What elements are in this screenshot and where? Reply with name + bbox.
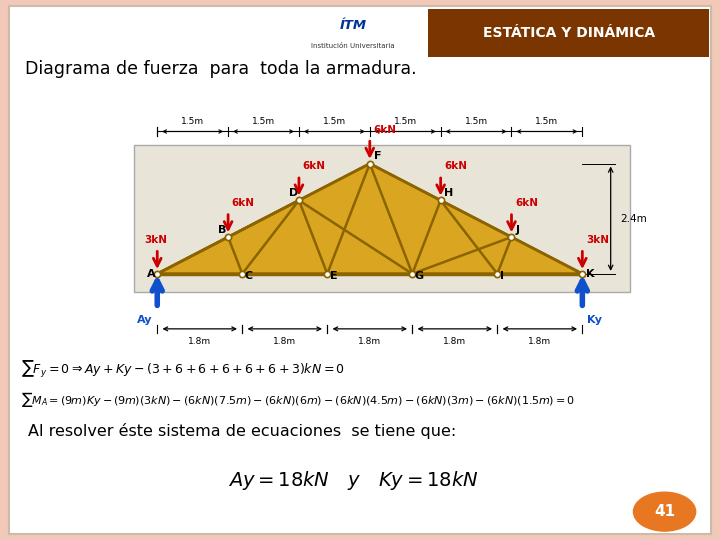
Text: 2.4m: 2.4m <box>620 214 647 224</box>
Text: 1.8m: 1.8m <box>528 337 552 346</box>
Text: 3kN: 3kN <box>586 235 609 245</box>
Text: I: I <box>500 271 504 281</box>
Text: ESTÁTICA Y DINÁMICA: ESTÁTICA Y DINÁMICA <box>482 26 655 40</box>
Text: H: H <box>444 188 454 198</box>
Text: 6kN: 6kN <box>232 198 255 208</box>
Text: Ay: Ay <box>137 315 153 325</box>
Text: 1.8m: 1.8m <box>273 337 297 346</box>
Text: 1.8m: 1.8m <box>188 337 211 346</box>
Text: C: C <box>245 271 253 281</box>
Text: $Ay = 18kN \quad y \quad Ky = 18kN$: $Ay = 18kN \quad y \quad Ky = 18kN$ <box>228 469 478 492</box>
Text: J: J <box>516 225 519 235</box>
Text: Al resolver éste sistema de ecuaciones  se tiene que:: Al resolver éste sistema de ecuaciones s… <box>28 423 456 438</box>
Text: A: A <box>147 269 156 279</box>
Text: $\sum M_A = (9m)Ky-(9m)(3kN)-(6kN)(7.5m)-(6kN)(6m)-(6kN)(4.5m)-(6kN)(3m)-(6kN)(1: $\sum M_A = (9m)Ky-(9m)(3kN)-(6kN)(7.5m)… <box>22 389 575 409</box>
Text: 6kN: 6kN <box>374 125 397 134</box>
Text: 6kN: 6kN <box>302 161 325 171</box>
Text: 1.8m: 1.8m <box>444 337 467 346</box>
Text: $\sum F_y = 0 \Rightarrow Ay + Ky - (3+6+6+6+6+6+3)kN = 0$: $\sum F_y = 0 \Rightarrow Ay + Ky - (3+6… <box>22 359 346 380</box>
Text: K: K <box>586 269 595 279</box>
Text: Institución Universitaria: Institución Universitaria <box>311 43 395 49</box>
Text: Diagrama de fuerza  para  toda la armadura.: Diagrama de fuerza para toda la armadura… <box>24 60 416 78</box>
Circle shape <box>634 492 696 531</box>
Text: 1.5m: 1.5m <box>252 117 275 126</box>
Text: 1.5m: 1.5m <box>323 117 346 126</box>
Text: 1.5m: 1.5m <box>536 117 559 126</box>
Bar <box>134 145 629 292</box>
Text: 1.5m: 1.5m <box>181 117 204 126</box>
Text: 1.8m: 1.8m <box>359 337 382 346</box>
Text: 6kN: 6kN <box>516 198 539 208</box>
Text: Ky: Ky <box>587 315 602 325</box>
Text: G: G <box>415 271 424 281</box>
Text: B: B <box>217 225 226 235</box>
Text: ÍTM: ÍTM <box>339 19 366 32</box>
Text: 3kN: 3kN <box>144 235 167 245</box>
Text: 41: 41 <box>654 504 675 519</box>
Text: 6kN: 6kN <box>444 161 467 171</box>
Text: 1.5m: 1.5m <box>464 117 487 126</box>
Polygon shape <box>157 164 582 274</box>
Text: F: F <box>374 151 381 161</box>
Text: 1.5m: 1.5m <box>394 117 417 126</box>
Text: E: E <box>330 271 337 281</box>
Text: D: D <box>289 188 298 198</box>
